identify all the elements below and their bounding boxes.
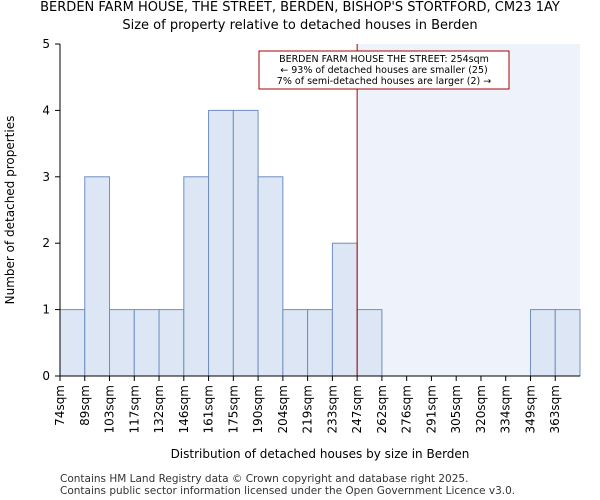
bar-247sqm xyxy=(356,309,383,377)
annotation-line-1: BERDEN FARM HOUSE THE STREET: 254sqm xyxy=(279,54,489,65)
x-tick-label-161sqm: 161sqm xyxy=(202,385,216,433)
x-tick-label-291sqm: 291sqm xyxy=(424,385,438,433)
x-tick-label-89sqm: 89sqm xyxy=(78,385,92,426)
annotation-box xyxy=(258,50,510,90)
bar-219sqm xyxy=(307,309,333,377)
x-tick-label-175sqm: 175sqm xyxy=(226,385,240,433)
x-tick-label-363sqm: 363sqm xyxy=(548,385,562,433)
y-tick-label-3: 3 xyxy=(42,170,50,184)
y-axis-label: Number of detached properties xyxy=(3,116,17,305)
bar-190sqm xyxy=(257,176,284,377)
bar-175sqm xyxy=(232,109,259,377)
bar-233sqm xyxy=(331,242,358,377)
bar-103sqm xyxy=(109,309,135,377)
annotation-line-2: ← 93% of detached houses are smaller (25… xyxy=(280,65,487,76)
x-tick-label-190sqm: 190sqm xyxy=(251,385,265,433)
bars-layer xyxy=(59,109,581,377)
x-tick-label-305sqm: 305sqm xyxy=(449,385,463,433)
x-tick-label-204sqm: 204sqm xyxy=(276,385,290,433)
x-tick-label-334sqm: 334sqm xyxy=(499,385,513,433)
x-tick-label-132sqm: 132sqm xyxy=(152,385,166,433)
x-tick-label-233sqm: 233sqm xyxy=(325,385,339,433)
x-tick-label-349sqm: 349sqm xyxy=(523,385,537,433)
x-tick-label-219sqm: 219sqm xyxy=(301,385,315,433)
chart-title-address: BERDEN FARM HOUSE, THE STREET, BERDEN, B… xyxy=(40,0,560,15)
y-tick-label-4: 4 xyxy=(42,103,50,117)
annotation-line-3: 7% of semi-detached houses are larger (2… xyxy=(277,76,491,87)
x-tick-label-146sqm: 146sqm xyxy=(177,385,191,433)
bar-161sqm xyxy=(208,109,234,377)
chart-title: Size of property relative to detached ho… xyxy=(122,18,478,33)
x-tick-label-74sqm: 74sqm xyxy=(53,385,67,426)
y-tick-label-0: 0 xyxy=(42,369,50,383)
bar-349sqm xyxy=(529,309,556,377)
y-tick-label-2: 2 xyxy=(42,236,50,250)
bar-74sqm xyxy=(59,309,86,377)
x-tick-label-262sqm: 262sqm xyxy=(375,385,389,433)
x-axis-label: Distribution of detached houses by size … xyxy=(171,447,470,461)
x-tick-label-276sqm: 276sqm xyxy=(400,385,414,433)
y-tick-label-5: 5 xyxy=(42,37,50,51)
x-tick-label-117sqm: 117sqm xyxy=(127,385,141,433)
bar-204sqm xyxy=(282,309,309,377)
footer-copyright: Contains HM Land Registry data © Crown c… xyxy=(60,473,469,485)
x-tick-label-320sqm: 320sqm xyxy=(474,385,488,433)
bar-132sqm xyxy=(158,309,185,377)
x-tick-label-103sqm: 103sqm xyxy=(103,385,117,433)
x-tick-label-247sqm: 247sqm xyxy=(350,385,364,433)
axes-layer: 0 1 2 3 4 5 74sqm 89sqm 103sqm 117sqm 132sqm 146sqm… xyxy=(42,37,580,433)
bar-146sqm xyxy=(183,176,210,377)
bar-89sqm xyxy=(84,176,111,377)
y-tick-label-1: 1 xyxy=(42,303,50,317)
bar-117sqm xyxy=(133,309,160,377)
subject-annotation: BERDEN FARM HOUSE THE STREET: 254sqm ← 9… xyxy=(258,50,510,90)
footer-licence: Contains public sector information licen… xyxy=(60,485,516,497)
bar-363sqm xyxy=(554,309,581,377)
